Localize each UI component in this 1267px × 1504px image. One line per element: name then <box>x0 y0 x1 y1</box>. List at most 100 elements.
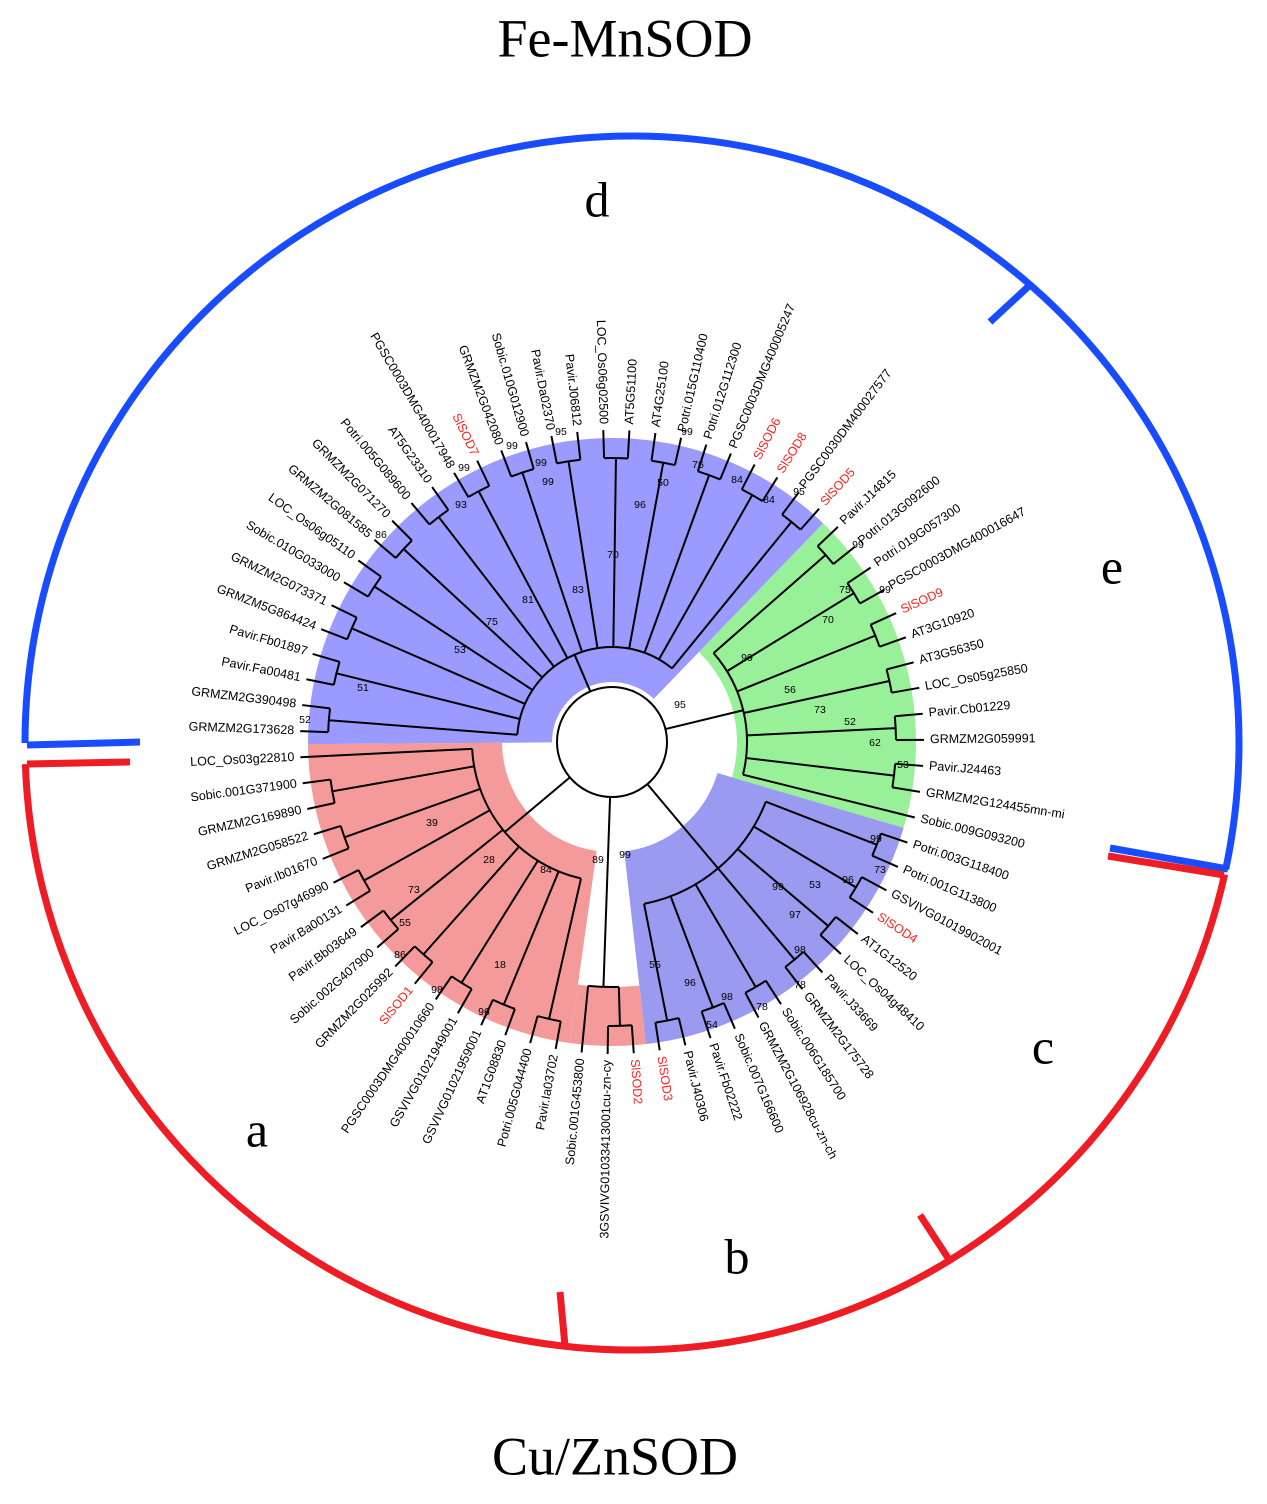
branch <box>746 727 896 737</box>
branch <box>345 889 371 907</box>
bootstrap-value: 84 <box>731 474 743 486</box>
branch <box>367 576 382 598</box>
branch <box>453 472 470 498</box>
branch <box>313 825 341 836</box>
branch <box>694 883 757 988</box>
leaf-label: SlSOD8 <box>774 430 810 476</box>
branch <box>521 472 583 653</box>
branch <box>554 1021 562 1050</box>
branch <box>892 786 921 793</box>
branch <box>437 516 555 668</box>
branch <box>302 704 331 710</box>
branch <box>655 1017 680 1024</box>
branch <box>859 588 885 605</box>
bootstrap-value: 95 <box>674 699 686 711</box>
branch <box>669 895 714 1008</box>
branch <box>700 1011 712 1039</box>
group-tick <box>917 1213 951 1260</box>
branch <box>476 460 491 487</box>
bootstrap-value: 55 <box>399 917 411 929</box>
branch <box>343 581 369 598</box>
bootstrap-value: 99 <box>681 426 693 438</box>
leaf-label: AT1G08830 <box>473 1038 509 1105</box>
bootstrap-value: 98 <box>794 944 806 956</box>
bootstrap-value: 96 <box>478 1006 490 1018</box>
branch <box>328 719 518 736</box>
bootstrap-value: 89 <box>592 854 604 866</box>
branch <box>351 627 526 705</box>
bootstrap-value: 93 <box>455 499 467 511</box>
leaf-label: SlSOD4 <box>875 910 920 946</box>
branch <box>502 871 560 1005</box>
group-tick <box>1107 852 1225 879</box>
bootstrap-value: 86 <box>375 529 387 541</box>
branch <box>382 909 400 930</box>
leaf-label: LOC_Os06g05110 <box>266 490 358 562</box>
title-bottom: Cu/ZnSOD <box>492 1426 738 1486</box>
branch <box>300 730 329 734</box>
branch <box>761 476 779 502</box>
leaf-label: Pavir.Da02370 <box>528 348 558 431</box>
leaf-label: Pavir.Fb01897 <box>228 622 309 658</box>
branch <box>654 1022 661 1051</box>
group-tick <box>26 738 141 749</box>
bootstrap-value: 54 <box>706 1019 718 1031</box>
branch <box>516 646 673 735</box>
branch <box>744 992 760 1018</box>
clade-sector <box>308 742 597 1044</box>
branch <box>816 526 839 547</box>
branch <box>894 712 923 718</box>
leaf-label: GRMZM2G175728 <box>801 989 877 1081</box>
bootstrap-value: 81 <box>522 594 534 606</box>
bootstrap-value: 96 <box>634 499 646 511</box>
group-tick <box>556 1291 569 1347</box>
branch <box>849 896 874 914</box>
branch <box>332 765 475 793</box>
branch <box>871 854 899 868</box>
branch <box>302 778 331 785</box>
branch <box>602 430 606 459</box>
branch <box>333 869 359 884</box>
leaf-label: GRMZM2G081585 <box>285 462 375 541</box>
branch <box>583 985 590 1025</box>
branch <box>722 1002 736 1030</box>
bootstrap-value: 84 <box>540 864 552 876</box>
group-tick <box>1109 844 1229 873</box>
bootstrap-value: 73 <box>874 864 886 876</box>
branch <box>643 474 711 654</box>
leaf-label: GSVIVG01021959001 <box>419 1027 484 1146</box>
leaf-label: GRMZM2G124455mn-mi <box>925 785 1066 821</box>
branch <box>344 788 481 839</box>
leaf-label: LOC_Os04g48410 <box>841 952 927 1033</box>
bootstrap-value: 99 <box>458 462 470 474</box>
branch <box>673 437 683 466</box>
branch <box>741 488 764 503</box>
bootstrap-value: 78 <box>756 1001 768 1013</box>
branch <box>895 762 924 767</box>
bootstrap-value: 99 <box>772 881 784 893</box>
branch <box>719 453 732 480</box>
branch <box>390 828 504 921</box>
bootstrap-value: 52 <box>299 714 311 726</box>
leaf-label: 3GSVIVG01033413001cu-zn-cy <box>597 1059 614 1239</box>
bootstrap-value: 99 <box>741 652 753 664</box>
branch <box>402 548 543 679</box>
leaf-label: AT3G56350 <box>917 636 985 667</box>
bootstrap-value: 75 <box>839 584 851 596</box>
branch <box>306 678 335 686</box>
cu-zn-arc <box>21 764 1229 1354</box>
fe-mn-arc <box>21 132 1243 870</box>
bootstrap-value: 75 <box>486 616 498 628</box>
branch <box>450 975 473 990</box>
branch <box>576 431 582 460</box>
branch <box>612 458 617 648</box>
leaf-label: Potri.005G089600 <box>338 416 414 503</box>
branch <box>376 928 399 949</box>
leaf-label: SlSOD2 <box>628 1059 645 1105</box>
bootstrap-value: 18 <box>494 959 506 971</box>
leaf-label: PGSC0003DMG400005247 <box>726 302 798 451</box>
bootstrap-value: 76 <box>692 459 704 471</box>
branch <box>846 582 861 604</box>
leaf-label: Pavir.Fa00481 <box>220 654 302 684</box>
